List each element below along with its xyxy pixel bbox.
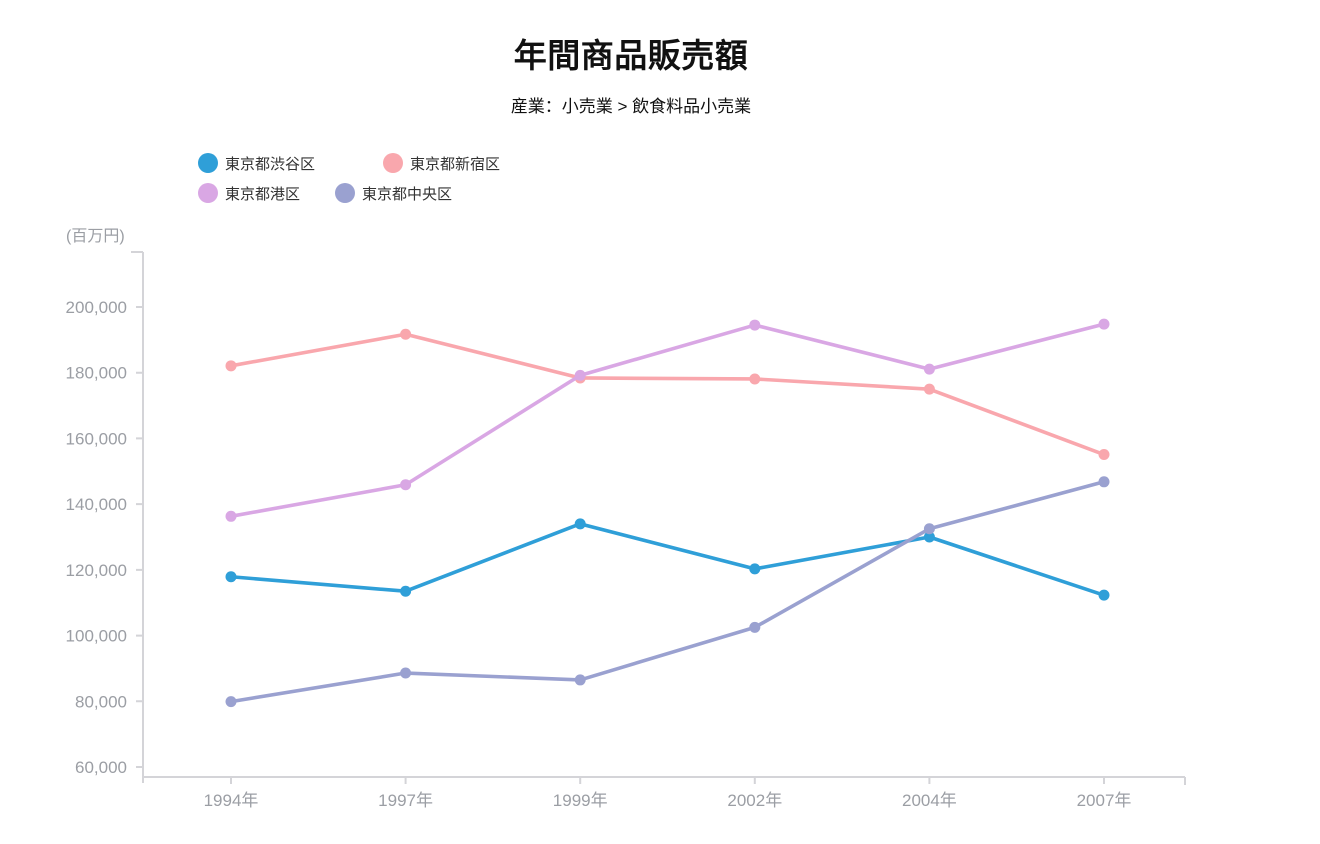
y-axis-unit-label: (百万円) — [66, 228, 125, 245]
data-point[interactable] — [1098, 476, 1110, 488]
legend-item-shinjuku[interactable]: 東京都新宿区 — [383, 152, 500, 174]
y-tick-label: 120,000 — [66, 561, 127, 580]
legend-dot-icon — [335, 183, 355, 203]
chart-subtitle: 産業：小売業 > 飲食料品小売業 — [510, 97, 752, 116]
data-point[interactable] — [574, 674, 586, 686]
legend-item-minato[interactable]: 東京都港区 — [198, 182, 300, 204]
x-tick-label: 1999年 — [553, 791, 608, 810]
data-point[interactable] — [749, 563, 761, 575]
data-point[interactable] — [1098, 318, 1110, 330]
y-tick-label: 140,000 — [66, 495, 127, 514]
series-line — [229, 522, 1106, 597]
series-line — [229, 479, 1106, 704]
x-tick-label: 1994年 — [204, 791, 259, 810]
legend-dot-icon — [383, 153, 403, 173]
y-axis — [131, 251, 144, 783]
data-point[interactable] — [225, 360, 237, 372]
y-tick-label: 80,000 — [75, 692, 127, 711]
data-point[interactable] — [1098, 589, 1110, 601]
data-point[interactable] — [749, 319, 761, 331]
data-point[interactable] — [574, 518, 586, 530]
data-point[interactable] — [923, 383, 935, 395]
y-tick-label: 160,000 — [66, 429, 127, 448]
series-line — [229, 332, 1106, 457]
data-point[interactable] — [923, 531, 935, 543]
legend-item-chuo[interactable]: 東京都中央区 — [335, 182, 452, 204]
legend-dot-icon — [198, 153, 218, 173]
data-point[interactable] — [400, 328, 412, 340]
legend-item-shibuya[interactable]: 東京都渋谷区 — [198, 152, 315, 174]
data-point[interactable] — [400, 585, 412, 597]
data-point[interactable] — [923, 363, 935, 375]
legend-label: 東京都中央区 — [362, 185, 453, 203]
legend-label: 東京都渋谷区 — [225, 155, 316, 173]
data-point[interactable] — [749, 373, 761, 385]
x-tick-label: 2002年 — [727, 791, 782, 810]
data-point[interactable] — [400, 479, 412, 491]
x-tick-label: 2007年 — [1077, 791, 1132, 810]
data-point[interactable] — [225, 696, 237, 708]
data-point[interactable] — [574, 369, 586, 381]
x-tick-label: 2004年 — [902, 791, 957, 810]
y-tick-label: 100,000 — [66, 627, 127, 646]
data-point[interactable] — [749, 621, 761, 633]
data-point[interactable] — [225, 571, 237, 583]
data-point[interactable] — [225, 510, 237, 522]
y-tick-label: 180,000 — [66, 364, 127, 383]
chart-title: 年間商品販売額 — [513, 37, 749, 74]
data-point[interactable] — [1098, 449, 1110, 461]
data-point[interactable] — [400, 667, 412, 679]
legend-dot-icon — [198, 183, 218, 203]
y-tick-label: 200,000 — [66, 298, 127, 317]
y-tick-label: 60,000 — [75, 758, 127, 777]
data-point[interactable] — [923, 523, 935, 535]
series-line — [229, 322, 1106, 519]
legend-label: 東京都新宿区 — [410, 155, 501, 173]
legend-label: 東京都港区 — [225, 185, 301, 203]
x-tick-label: 1997年 — [378, 791, 433, 810]
x-axis — [143, 776, 1186, 785]
